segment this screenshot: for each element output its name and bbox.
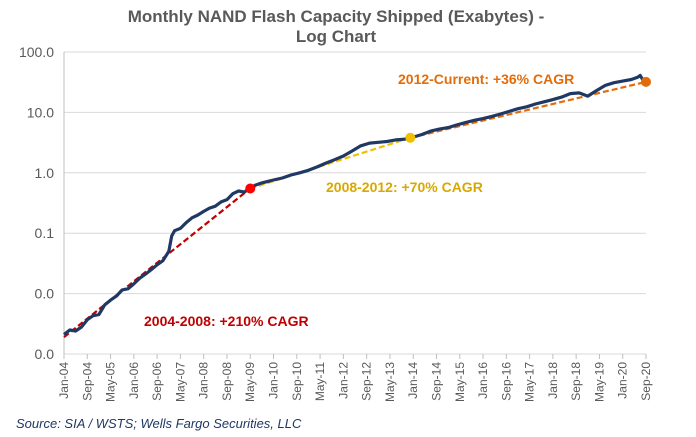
x-tick-label: Jan-20	[616, 362, 630, 399]
x-tick-label: May-15	[453, 362, 467, 402]
x-tick-label: May-19	[592, 362, 606, 402]
gridlines	[63, 51, 646, 355]
annotation-2004-2008: 2004-2008: +210% CAGR	[144, 313, 309, 329]
trend-marker	[641, 76, 651, 87]
x-tick-label: Sep-12	[360, 362, 374, 401]
x-tick-label: Jan-04	[57, 362, 71, 399]
trend-marker	[245, 183, 256, 194]
x-axis-ticks: Jan-04 Sep-04 May-05 Jan-06 Sep-06 May-07 Jan-…	[57, 354, 653, 402]
y-tick-label: 10.0	[27, 104, 54, 120]
y-tick-label: 0.1	[35, 225, 55, 241]
x-tick-label: Sep-10	[290, 362, 304, 401]
x-tick-label: Sep-16	[499, 362, 513, 401]
y-tick-label: 0.0	[35, 346, 55, 362]
trend-lines	[63, 80, 647, 339]
x-tick-label: May-05	[104, 362, 118, 402]
trend-marker	[405, 132, 416, 143]
x-tick-label: May-11	[313, 362, 327, 401]
x-tick-label: Sep-08	[220, 362, 234, 401]
trend-line	[63, 187, 251, 339]
y-axis-ticks: 0.0 0.0 0.1 1.0 10.0 100.0	[19, 44, 54, 362]
chart-title-line-1: Monthly NAND Flash Capacity Shipped (Exa…	[128, 7, 545, 26]
x-tick-label: Jan-06	[127, 362, 141, 399]
x-tick-label: May-07	[173, 362, 187, 402]
annotation-2012-current: 2012-Current: +36% CAGR	[398, 71, 574, 87]
source-note: Source: SIA / WSTS; Wells Fargo Securiti…	[16, 416, 302, 431]
y-tick-label: 100.0	[19, 44, 54, 60]
x-tick-label: May-09	[243, 362, 257, 402]
annotation-2008-2012: 2008-2012: +70% CAGR	[326, 179, 483, 195]
x-tick-label: Jan-14	[406, 362, 420, 399]
x-tick-label: Sep-04	[80, 362, 94, 401]
x-tick-label: May-17	[523, 362, 537, 402]
x-tick-label: Jan-08	[197, 362, 211, 399]
x-tick-label: Sep-14	[429, 362, 443, 401]
x-tick-label: May-13	[383, 362, 397, 402]
x-tick-label: Jan-12	[336, 362, 350, 399]
chart-title-line-2: Log Chart	[296, 27, 377, 46]
x-tick-label: Jan-16	[476, 362, 490, 399]
data-series	[63, 73, 647, 336]
trend-markers	[245, 76, 651, 194]
series-line	[63, 73, 647, 336]
x-tick-label: Sep-18	[569, 362, 583, 401]
x-tick-label: Jan-18	[546, 362, 560, 399]
x-tick-label: Sep-06	[150, 362, 164, 401]
x-tick-label: Sep-20	[639, 362, 653, 401]
y-tick-label: 0.0	[35, 286, 55, 302]
y-tick-label: 1.0	[35, 165, 55, 181]
x-tick-label: Jan-10	[267, 362, 281, 399]
annotations: 2012-Current: +36% CAGR 2008-2012: +70% …	[144, 71, 574, 329]
